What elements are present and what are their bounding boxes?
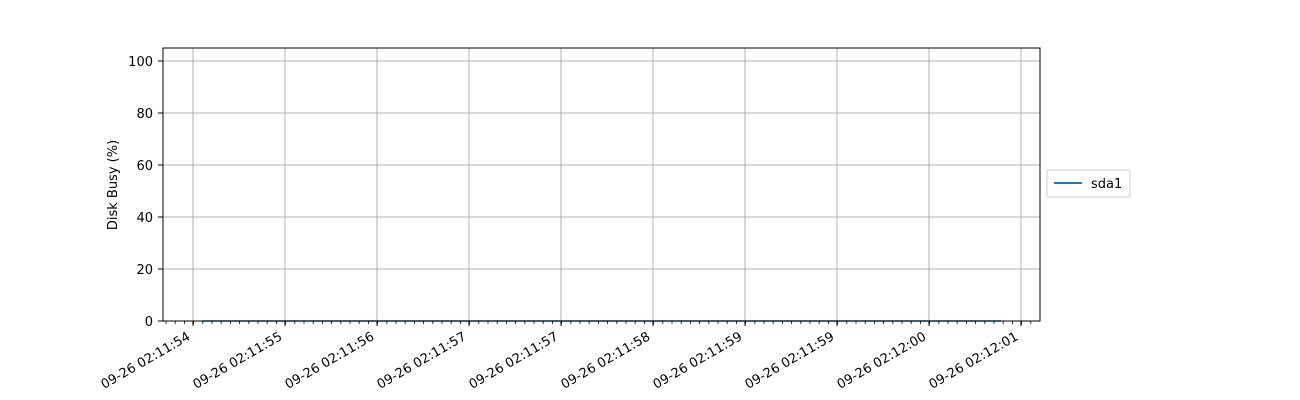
x-tick-label: 09-26 02:12:00 [835, 329, 929, 392]
x-tick-label: 09-26 02:11:55 [191, 329, 285, 392]
x-tick-label: 09-26 02:11:58 [559, 329, 653, 392]
y-tick-label: 0 [145, 315, 153, 330]
x-tick-label: 09-26 02:11:57 [375, 329, 469, 392]
plot-frame [162, 47, 1041, 322]
x-tick-label: 09-26 02:11:57 [467, 329, 561, 392]
x-tick-label: 09-26 02:12:01 [927, 329, 1021, 392]
y-axis: 0 20 40 60 80 100 [128, 55, 163, 330]
legend: sda1 [1046, 169, 1131, 198]
y-tick-label: 20 [136, 263, 153, 278]
y-tick-label: 100 [128, 55, 153, 70]
y-axis-label: Disk Busy (%) [106, 140, 121, 230]
y-tick-label: 80 [136, 107, 153, 122]
legend-label-sda1: sda1 [1091, 177, 1122, 192]
x-tick-label: 09-26 02:11:59 [743, 329, 837, 392]
x-tick-label: 09-26 02:11:54 [99, 329, 193, 392]
y-tick-label: 40 [136, 211, 153, 226]
y-tick-label: 60 [136, 159, 153, 174]
x-tick-label: 09-26 02:11:56 [283, 329, 377, 392]
x-tick-label: 09-26 02:11:59 [651, 329, 745, 392]
legend-box [1046, 169, 1131, 198]
grid [163, 48, 1040, 322]
